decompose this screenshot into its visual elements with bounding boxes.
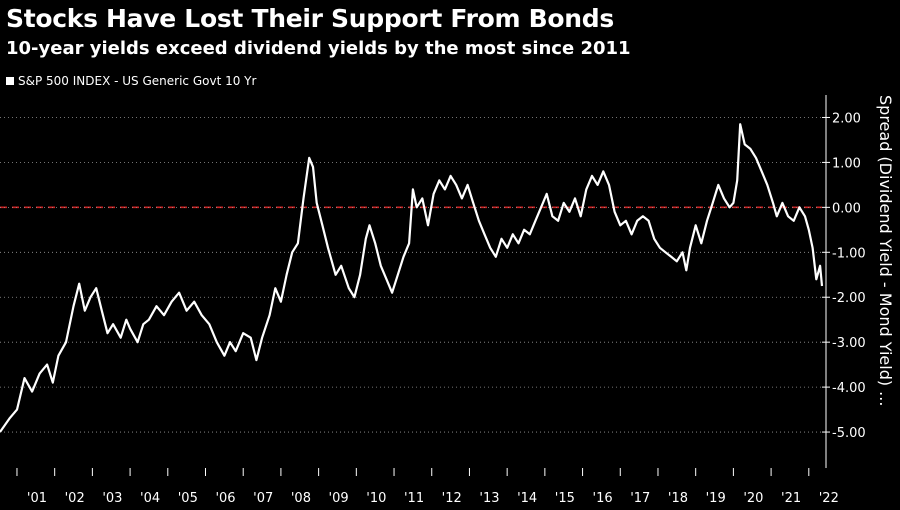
chart-title: Stocks Have Lost Their Support From Bond…: [6, 4, 614, 33]
x-tick-label: '10: [366, 491, 386, 506]
x-axis: '01 '02 '03 '04 '05 '06 '07 '08 '09 '10 '11 '12 '13 '…: [16, 468, 839, 506]
x-tick-label: '16: [593, 491, 613, 506]
y-tick-label: -1.00: [832, 246, 866, 261]
chart-subtitle: 10-year yields exceed dividend yields by…: [6, 38, 631, 59]
x-tick-label: '03: [102, 491, 122, 506]
series-line: [0, 123, 824, 433]
x-tick-label: '05: [178, 491, 198, 506]
x-tick-label: '06: [215, 491, 235, 506]
x-tick-label: '17: [630, 491, 650, 506]
y-axis-label: Spread (Dividend Yield - Mond Yield) ...: [876, 95, 895, 406]
y-tick-label: -5.00: [832, 426, 866, 441]
legend-swatch: [6, 77, 14, 85]
x-tick-label: '21: [781, 491, 801, 506]
legend-label: S&P 500 INDEX - US Generic Govt 10 Yr: [18, 74, 257, 88]
x-tick-label: '19: [706, 491, 726, 506]
x-tick-label: '01: [27, 491, 47, 506]
x-tick-label: '02: [65, 491, 85, 506]
y-tick-label: 2.00: [832, 111, 861, 126]
y-tick-label: 1.00: [832, 156, 861, 171]
x-tick-label: '11: [404, 491, 424, 506]
x-tick-label: '15: [555, 491, 575, 506]
y-tick-label: 0.00: [832, 201, 861, 216]
x-tick-label: '07: [253, 491, 273, 506]
x-tick-label: '22: [819, 491, 839, 506]
x-tick-label: '20: [743, 491, 763, 506]
x-tick-label: '13: [479, 491, 499, 506]
y-axis: 2.00 1.00 0.00 -1.00 -2.00 -3.00 -4.00 -5.00: [0, 95, 866, 468]
x-tick-label: '14: [517, 491, 537, 506]
legend: S&P 500 INDEX - US Generic Govt 10 Yr: [6, 74, 256, 88]
y-tick-label: -4.00: [832, 381, 866, 396]
x-tick-label: '18: [668, 491, 688, 506]
x-tick-label: '09: [329, 491, 349, 506]
y-tick-label: -2.00: [832, 291, 866, 306]
x-tick-label: '12: [442, 491, 462, 506]
x-tick-label: '04: [140, 491, 160, 506]
x-tick-label: '08: [291, 491, 311, 506]
y-tick-label: -3.00: [832, 336, 866, 351]
